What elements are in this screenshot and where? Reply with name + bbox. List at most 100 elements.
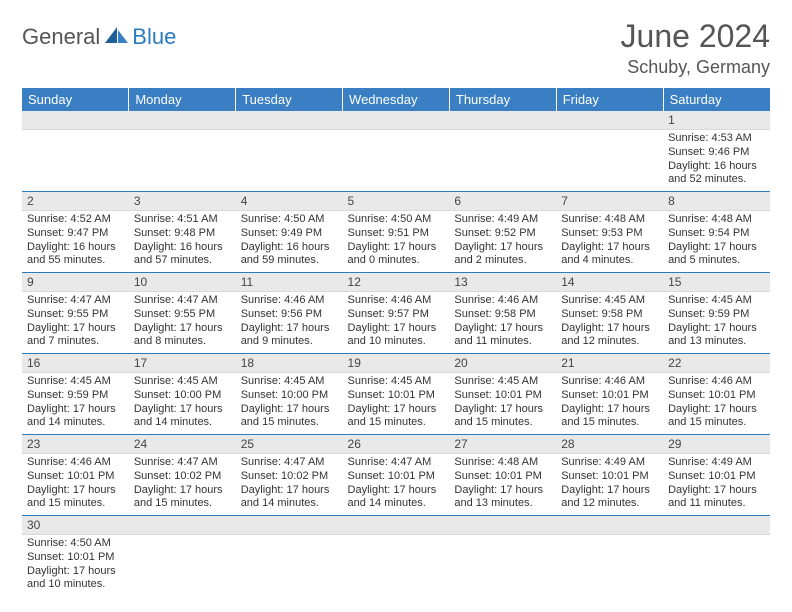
day-detail-line: Daylight: 17 hours and 7 minutes. (27, 322, 124, 350)
day-details: Sunrise: 4:45 AMSunset: 10:01 PMDaylight… (343, 373, 450, 434)
day-detail-line: Daylight: 17 hours and 15 minutes. (561, 403, 658, 431)
day-detail-line: Daylight: 17 hours and 13 minutes. (454, 484, 551, 512)
day-number (236, 516, 343, 535)
day-number (449, 111, 556, 130)
day-detail-line: Sunset: 9:59 PM (668, 308, 765, 322)
day-detail-line: Sunrise: 4:46 AM (561, 375, 658, 389)
calendar-header-row: SundayMondayTuesdayWednesdayThursdayFrid… (22, 88, 770, 111)
day-detail-line: Sunset: 10:01 PM (27, 551, 124, 565)
calendar-empty-cell (236, 111, 343, 192)
weekday-header: Monday (129, 88, 236, 111)
weekday-header: Saturday (663, 88, 770, 111)
day-number: 19 (343, 354, 450, 373)
day-detail-line: Sunset: 10:01 PM (668, 389, 765, 403)
day-detail-line: Sunset: 10:01 PM (27, 470, 124, 484)
day-detail-line: Daylight: 17 hours and 10 minutes. (348, 322, 445, 350)
calendar-day-cell: 13Sunrise: 4:46 AMSunset: 9:58 PMDayligh… (449, 273, 556, 354)
day-detail-line: Daylight: 17 hours and 9 minutes. (241, 322, 338, 350)
calendar-empty-cell (236, 516, 343, 597)
day-number: 3 (129, 192, 236, 211)
calendar-week-row: 16Sunrise: 4:45 AMSunset: 9:59 PMDayligh… (22, 354, 770, 435)
day-detail-line: Sunrise: 4:52 AM (27, 213, 124, 227)
day-detail-line: Sunrise: 4:45 AM (668, 294, 765, 308)
day-details: Sunrise: 4:45 AMSunset: 9:59 PMDaylight:… (663, 292, 770, 353)
calendar-empty-cell (556, 516, 663, 597)
calendar-table: SundayMondayTuesdayWednesdayThursdayFrid… (22, 88, 770, 596)
day-detail-line: Sunset: 10:01 PM (348, 389, 445, 403)
title-block: June 2024 Schuby, Germany (621, 18, 770, 78)
day-detail-line: Daylight: 17 hours and 12 minutes. (561, 484, 658, 512)
day-detail-line: Sunrise: 4:49 AM (454, 213, 551, 227)
day-number: 25 (236, 435, 343, 454)
day-details: Sunrise: 4:51 AMSunset: 9:48 PMDaylight:… (129, 211, 236, 272)
day-number: 20 (449, 354, 556, 373)
calendar-day-cell: 28Sunrise: 4:49 AMSunset: 10:01 PMDaylig… (556, 435, 663, 516)
day-detail-line: Sunset: 10:00 PM (241, 389, 338, 403)
day-number: 21 (556, 354, 663, 373)
day-detail-line: Daylight: 17 hours and 11 minutes. (668, 484, 765, 512)
day-number: 8 (663, 192, 770, 211)
day-detail-line: Sunset: 10:01 PM (561, 470, 658, 484)
day-detail-line: Sunrise: 4:45 AM (241, 375, 338, 389)
day-details: Sunrise: 4:47 AMSunset: 9:55 PMDaylight:… (129, 292, 236, 353)
day-detail-line: Daylight: 17 hours and 8 minutes. (134, 322, 231, 350)
calendar-day-cell: 7Sunrise: 4:48 AMSunset: 9:53 PMDaylight… (556, 192, 663, 273)
day-details: Sunrise: 4:45 AMSunset: 10:00 PMDaylight… (236, 373, 343, 434)
calendar-empty-cell (22, 111, 129, 192)
day-details: Sunrise: 4:50 AMSunset: 10:01 PMDaylight… (22, 535, 129, 596)
day-detail-line: Sunset: 9:47 PM (27, 227, 124, 241)
calendar-day-cell: 1Sunrise: 4:53 AMSunset: 9:46 PMDaylight… (663, 111, 770, 192)
calendar-day-cell: 18Sunrise: 4:45 AMSunset: 10:00 PMDaylig… (236, 354, 343, 435)
day-detail-line: Sunrise: 4:47 AM (348, 456, 445, 470)
day-number: 11 (236, 273, 343, 292)
day-details: Sunrise: 4:49 AMSunset: 10:01 PMDaylight… (663, 454, 770, 515)
day-details: Sunrise: 4:53 AMSunset: 9:46 PMDaylight:… (663, 130, 770, 191)
calendar-empty-cell (129, 516, 236, 597)
day-details: Sunrise: 4:52 AMSunset: 9:47 PMDaylight:… (22, 211, 129, 272)
day-detail-line: Daylight: 17 hours and 10 minutes. (27, 565, 124, 593)
day-detail-line: Daylight: 17 hours and 5 minutes. (668, 241, 765, 269)
calendar-empty-cell (449, 111, 556, 192)
day-detail-line: Sunrise: 4:48 AM (668, 213, 765, 227)
day-details: Sunrise: 4:46 AMSunset: 9:58 PMDaylight:… (449, 292, 556, 353)
day-details: Sunrise: 4:47 AMSunset: 9:55 PMDaylight:… (22, 292, 129, 353)
weekday-header: Sunday (22, 88, 129, 111)
calendar-day-cell: 5Sunrise: 4:50 AMSunset: 9:51 PMDaylight… (343, 192, 450, 273)
day-number: 18 (236, 354, 343, 373)
day-detail-line: Sunrise: 4:45 AM (27, 375, 124, 389)
day-detail-line: Daylight: 17 hours and 0 minutes. (348, 241, 445, 269)
calendar-day-cell: 27Sunrise: 4:48 AMSunset: 10:01 PMDaylig… (449, 435, 556, 516)
day-number (343, 516, 450, 535)
day-number: 15 (663, 273, 770, 292)
day-detail-line: Sunset: 9:54 PM (668, 227, 765, 241)
weekday-header: Tuesday (236, 88, 343, 111)
day-number (129, 516, 236, 535)
calendar-day-cell: 19Sunrise: 4:45 AMSunset: 10:01 PMDaylig… (343, 354, 450, 435)
day-detail-line: Daylight: 16 hours and 52 minutes. (668, 160, 765, 188)
logo-text-general: General (22, 24, 100, 50)
day-detail-line: Sunrise: 4:49 AM (561, 456, 658, 470)
day-details: Sunrise: 4:45 AMSunset: 9:59 PMDaylight:… (22, 373, 129, 434)
day-detail-line: Daylight: 16 hours and 55 minutes. (27, 241, 124, 269)
day-detail-line: Daylight: 17 hours and 15 minutes. (134, 484, 231, 512)
calendar-week-row: 30Sunrise: 4:50 AMSunset: 10:01 PMDaylig… (22, 516, 770, 597)
day-number: 24 (129, 435, 236, 454)
day-detail-line: Sunrise: 4:50 AM (348, 213, 445, 227)
weekday-header: Wednesday (343, 88, 450, 111)
logo-sail-icon (102, 25, 130, 50)
calendar-day-cell: 21Sunrise: 4:46 AMSunset: 10:01 PMDaylig… (556, 354, 663, 435)
day-detail-line: Sunset: 9:55 PM (134, 308, 231, 322)
calendar-day-cell: 20Sunrise: 4:45 AMSunset: 10:01 PMDaylig… (449, 354, 556, 435)
day-number: 4 (236, 192, 343, 211)
day-detail-line: Sunset: 9:56 PM (241, 308, 338, 322)
calendar-day-cell: 15Sunrise: 4:45 AMSunset: 9:59 PMDayligh… (663, 273, 770, 354)
day-detail-line: Sunrise: 4:48 AM (561, 213, 658, 227)
day-detail-line: Sunset: 9:53 PM (561, 227, 658, 241)
calendar-day-cell: 3Sunrise: 4:51 AMSunset: 9:48 PMDaylight… (129, 192, 236, 273)
calendar-day-cell: 24Sunrise: 4:47 AMSunset: 10:02 PMDaylig… (129, 435, 236, 516)
calendar-day-cell: 22Sunrise: 4:46 AMSunset: 10:01 PMDaylig… (663, 354, 770, 435)
day-detail-line: Daylight: 17 hours and 14 minutes. (27, 403, 124, 431)
day-detail-line: Daylight: 17 hours and 14 minutes. (134, 403, 231, 431)
day-number: 14 (556, 273, 663, 292)
day-detail-line: Sunset: 9:49 PM (241, 227, 338, 241)
